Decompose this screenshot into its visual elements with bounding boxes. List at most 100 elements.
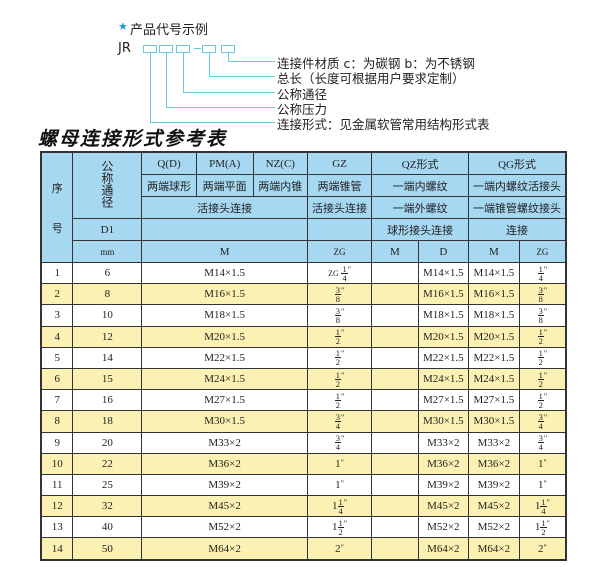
cell-qg-m: M36×2 [468,452,520,475]
header-union: 活接头连接 [141,196,308,219]
leader-line [183,52,184,92]
table-title: 螺母连接形式参考表 [38,128,228,150]
cell-seq: 4 [40,325,74,348]
inch-mark: " [341,285,345,295]
header-qz-desc3: 球形接头连接 [371,218,470,241]
inch-mark: " [543,306,548,316]
cell-qg-zg: 1 2 " [518,346,567,369]
header-empty [141,218,308,241]
label-connection: 连接形式：见金属软管常用结构形式表 [277,117,490,132]
header-gz-union: 活接头连接 [306,196,373,219]
cell-dn: 8 [72,283,143,306]
inch-mark: " [341,370,345,380]
zg-whole: 1 [335,478,341,491]
cell-m: M52×2 [141,516,308,539]
cell-qg-m: M16×1.5 [468,283,520,306]
cell-qz-d: M27×1.5 [417,389,470,412]
cell-seq: 11 [40,473,74,497]
cell-seq: 7 [40,389,74,412]
cell-qz-d: M14×1.5 [417,261,470,285]
cell-qg-m: M18×1.5 [468,304,520,327]
header-zg: ZG [306,240,373,263]
inch-mark: " [341,434,345,444]
cell-qz-m [371,325,419,348]
cell-seq: 6 [40,367,74,391]
inch-mark: " [341,306,345,316]
cell-m: M24×1.5 [141,367,308,391]
zg-whole: 1 [332,520,338,533]
header-q: Q(D) [141,151,197,175]
cell-qg-m: M39×2 [468,473,520,497]
cell-qg-m: M20×1.5 [468,325,520,348]
cell-qg-m: M14×1.5 [468,261,520,285]
cell-qz-m [371,431,419,454]
inch-mark: " [343,497,348,507]
inch-mark: " [543,542,547,552]
nut-connection-table: 序号 公称通径 Q(D) PM(A) NZ(C) GZ QZ形式 QG形式 两端… [40,151,567,561]
leader-line [166,107,275,108]
header-nz: NZ(C) [252,151,308,175]
cell-zg: 1 2 " [306,346,373,369]
leader-line [166,52,167,107]
header-nominal: 公称通径 [72,151,143,219]
cell-zg: 3 4 " [306,410,373,433]
inch-mark: " [341,328,345,338]
inch-mark: " [543,412,548,422]
header-qz-desc2: 一端外螺纹 [371,196,470,219]
cell-m: M27×1.5 [141,389,308,412]
table-row: 1 6 M14×1.5 ZG 1 4 " M14×1.5 M14×1.5 1 4 " [40,261,567,285]
cell-dn: 10 [72,304,143,327]
cell-seq: 5 [40,346,74,369]
cell-qz-m [371,261,419,285]
cell-qg-m: M33×2 [468,431,520,454]
cell-seq: 3 [40,304,74,327]
inch-mark: " [546,497,550,507]
table-row: 12 32 M45×2 1 1 4 " M45×2 M45×2 1 1 4 " [40,495,567,518]
cell-m: M39×2 [141,473,308,497]
cell-qz-d: M36×2 [417,452,470,475]
header-qz-d: D [417,240,470,263]
table-row: 2 8 M16×1.5 3 8 " M16×1.5 M16×1.5 3 8 " [40,283,567,306]
zg-whole: 1 [534,520,541,533]
inch-mark: " [340,478,344,488]
cell-qz-d: M30×1.5 [417,410,470,433]
example-title: 产品代号示例 [130,23,209,38]
cell-zg: 1" [306,473,373,497]
cell-m: M16×1.5 [141,283,308,306]
cell-qg-zg: 1 2 " [518,389,567,412]
table-row: 10 22 M36×2 1" M36×2 M36×2 1" [40,452,567,475]
leader-line [150,52,151,122]
zg-whole: 1 [537,478,544,491]
inch-mark: " [543,434,548,444]
cell-qz-m [371,537,419,561]
header-nz-desc: 两端内锥 [252,174,308,197]
header-qg-desc1: 一端内螺纹活接头 [468,174,567,197]
inch-mark: " [340,542,344,552]
cell-zg: 1 2 " [306,389,373,412]
zg-whole: 2 [537,542,544,555]
table-row: 7 16 M27×1.5 1 2 " M27×1.5 M27×1.5 1 2 " [40,389,567,412]
header-qg-zg: ZG [518,240,567,263]
inch-mark: " [341,412,345,422]
cell-zg: 1 2 " [306,325,373,348]
cell-qg-zg: 2" [518,537,567,561]
zg-whole: 1 [537,457,544,470]
cell-dn: 50 [72,537,143,561]
cell-zg: 3 4 " [306,431,373,454]
cell-qz-d: M39×2 [417,473,470,497]
cell-qg-m: M64×2 [468,537,520,561]
cell-qz-d: M22×1.5 [417,346,470,369]
inch-mark: " [347,264,351,274]
cell-qg-zg: 1 2 " [518,325,567,348]
cell-zg: 2" [306,537,373,561]
cell-qg-zg: 1 4 " [518,261,567,285]
cell-seq: 1 [40,261,74,285]
